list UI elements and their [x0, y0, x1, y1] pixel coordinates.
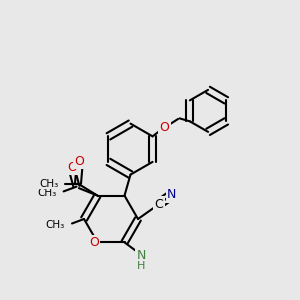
Text: CH₃: CH₃: [45, 220, 64, 230]
Text: CH₃: CH₃: [39, 178, 58, 189]
Text: O: O: [75, 154, 84, 168]
Text: O: O: [67, 160, 77, 174]
Text: O: O: [89, 236, 99, 249]
Text: N: N: [167, 188, 176, 202]
Text: O: O: [160, 121, 170, 134]
Text: O: O: [89, 236, 99, 249]
Text: H: H: [137, 261, 145, 272]
Text: CH₃: CH₃: [38, 188, 57, 198]
Text: N: N: [136, 249, 146, 262]
Text: C: C: [154, 197, 164, 211]
